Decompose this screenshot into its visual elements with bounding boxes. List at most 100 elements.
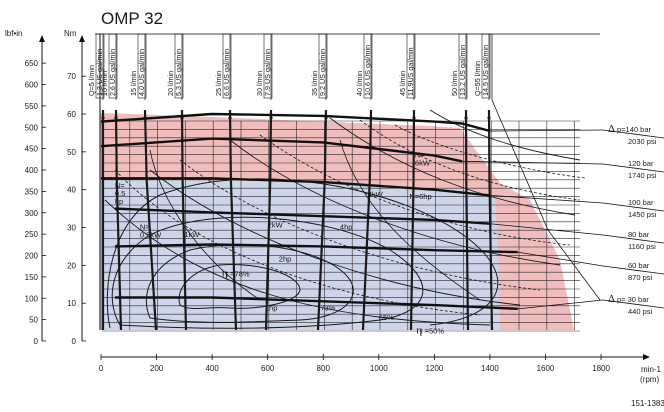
annotation: 4kW: [368, 190, 384, 199]
nm-tick-label: 50: [67, 148, 76, 157]
annotation: 1kW: [184, 230, 200, 239]
annotation-text: 2hp: [279, 255, 292, 264]
pressure-leader: [462, 160, 604, 165]
pressure-line: [101, 177, 491, 197]
lbf-axis-arrow: [39, 35, 45, 42]
flow-line: [114, 109, 123, 331]
iso-curve-a: [339, 139, 481, 301]
x-tick-label: 600: [261, 364, 275, 373]
x-tick-label: 400: [205, 364, 219, 373]
annotation: N=6kW: [415, 151, 431, 168]
flow-label: 14.5 US gal/min: [481, 45, 490, 96]
pressure-label-bottom: 870 psi: [628, 273, 653, 282]
eta-78-contour: [178, 264, 301, 309]
pressure-label-top: 80 bar: [628, 230, 650, 239]
y-axis-nm-unit: Nm: [64, 29, 77, 38]
annotation: N=0.5kW: [140, 222, 162, 239]
pressure-leader: [517, 299, 604, 310]
pressure-label-top: 60 bar: [628, 261, 650, 270]
lbf-tick-label: 250: [25, 230, 39, 239]
pressure-line: [100, 137, 463, 163]
annotation-text: N=: [115, 181, 125, 190]
flow-label: 40 l/min: [355, 71, 364, 96]
annotation-text: N=6hp: [409, 192, 431, 201]
pressure-label-underline: [602, 202, 664, 212]
y-axis-lbf-unit: lbf•in: [5, 29, 22, 38]
power-6kw-curve: [429, 109, 581, 161]
flow-label: 10 l/min: [100, 71, 109, 96]
annotation-text: 2kW: [268, 221, 284, 230]
continuous-region: [100, 180, 500, 330]
flow-label: 35 l/min: [310, 71, 319, 96]
delta-symbol: Δ: [608, 123, 615, 135]
annotation-text: N=: [140, 222, 150, 231]
figure-code: 151-1383.10: [631, 399, 664, 408]
flow-label: 10.6 US gal/min: [363, 45, 372, 96]
annotation-text: 1hp: [265, 304, 278, 313]
axes: 0501001502002503003504004505005506006500…: [25, 33, 662, 384]
power-4kw-curve: [329, 117, 576, 216]
annotation: 1hp: [265, 304, 278, 313]
lbf-tick-label: 400: [25, 166, 39, 175]
flow-55-envelope: [491, 34, 601, 301]
lbf-tick-label: 500: [25, 123, 39, 132]
annotation-text: 0.5kW: [140, 230, 162, 239]
pressure-leader: [517, 251, 604, 267]
nm-tick-label: 0: [72, 337, 77, 346]
flow-marker: [412, 116, 416, 120]
flow-label: 25 l/min: [214, 71, 223, 96]
lbf-tick-label: 200: [25, 252, 39, 261]
flow-label: 50 l/min: [450, 71, 459, 96]
flow-line: [143, 109, 158, 331]
lbf-tick-label: 600: [25, 81, 39, 90]
pressure-label-bottom: 440 psi: [628, 307, 653, 316]
flow-label: 6.6 US gal/min: [222, 49, 231, 96]
flow-label: 9.2 US gal/min: [318, 49, 327, 96]
flow-line: [180, 109, 188, 331]
annotation: 4hp: [340, 222, 353, 231]
x-tick-label: 0: [99, 364, 104, 373]
flow-marker: [228, 116, 232, 120]
flow-label: 13.2 US gal/min: [458, 45, 467, 96]
flow-marker: [101, 116, 105, 120]
pressure-leader: [489, 223, 604, 236]
annotation-text: t =50%: [420, 326, 444, 335]
x-tick-label: 200: [150, 364, 164, 373]
lbf-tick-label: 0: [34, 337, 39, 346]
power-1hp-curve: [179, 159, 541, 291]
flow-label: 7.9 US gal/min: [263, 49, 272, 96]
lbf-tick-label: 50: [29, 316, 38, 325]
flow-line: [409, 109, 416, 331]
pressure-label-underline: [602, 234, 664, 244]
annotation: N=0.5hp: [115, 181, 125, 206]
flow-label: 20 l/min: [166, 71, 175, 96]
pressure-label-bottom: 1160 psi: [628, 242, 656, 251]
lbf-tick-label: 150: [25, 273, 39, 282]
nm-tick-label: 10: [67, 299, 76, 308]
x-tick-label: 1800: [592, 364, 610, 373]
x-tick-label: 1600: [537, 364, 555, 373]
flow-label: 30 l/min: [255, 71, 264, 96]
annotation: 2kW: [268, 221, 284, 230]
delta-symbol: Δ: [608, 293, 615, 305]
eta-symbol-50: η: [416, 324, 422, 336]
x-axis-unit-rpm: (rpm): [640, 375, 659, 384]
lbf-tick-label: 650: [25, 59, 39, 68]
flow-label: 15 l/min: [129, 71, 138, 96]
pressure-label-bottom: 2030 psi: [628, 137, 657, 146]
annotation: N=6hp: [409, 192, 431, 201]
annotation-text: N=: [415, 151, 425, 160]
eta-73-contour: [145, 244, 354, 323]
annotation-text: 4hp: [340, 222, 353, 231]
flow-line: [316, 109, 328, 331]
lbf-tick-label: 100: [25, 294, 39, 303]
flow-line: [464, 109, 470, 331]
pressure-label-top: 120 bar: [628, 159, 654, 168]
flow-label: 45 l/min: [398, 71, 407, 96]
pressure-leader: [489, 129, 604, 132]
pressure-label-top: 100 bar: [628, 198, 654, 207]
annotation-text: 4kW: [368, 190, 384, 199]
annotation: 2hp: [279, 255, 292, 264]
